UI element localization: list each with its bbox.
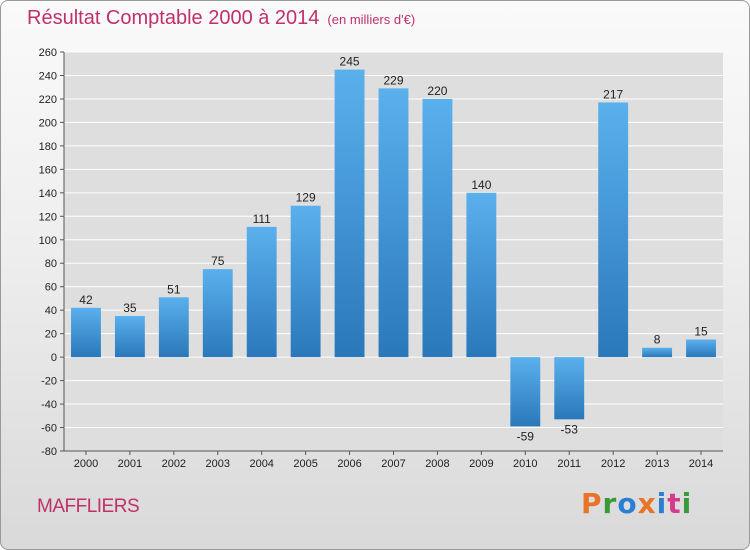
bar	[202, 269, 233, 358]
x-tick-label: 2013	[645, 458, 669, 470]
x-tick-label: 2005	[293, 458, 317, 470]
data-label: -53	[561, 422, 579, 436]
bar	[290, 205, 321, 358]
x-tick-label: 2002	[162, 458, 186, 470]
y-tick-label: 140	[39, 188, 57, 200]
y-tick-label: 160	[39, 164, 57, 176]
y-tick-label: 0	[51, 352, 57, 364]
data-label: 8	[654, 333, 661, 347]
y-tick-label: -40	[41, 399, 57, 411]
data-label: 15	[694, 325, 708, 339]
x-tick-label: 2011	[557, 458, 581, 470]
y-tick-label: 120	[39, 211, 57, 223]
commune-name: MAFFLIERS	[37, 496, 140, 517]
proxiti-logo: Proxiti	[581, 487, 692, 520]
title-text: Résultat Comptable 2000 à 2014	[27, 7, 320, 29]
x-tick-label: 2007	[381, 458, 405, 470]
data-label: 220	[427, 84, 447, 98]
y-tick-label: 260	[39, 47, 57, 59]
data-label: 217	[603, 87, 623, 101]
data-label: 75	[211, 254, 225, 268]
bar	[246, 226, 277, 358]
bar	[378, 88, 409, 358]
y-tick-label: 200	[39, 117, 57, 129]
x-tick-label: 2001	[118, 458, 142, 470]
bar	[510, 357, 541, 427]
y-tick-label: 20	[45, 329, 57, 341]
y-tick-label: -80	[41, 446, 57, 458]
bar	[158, 297, 189, 358]
logo-letter: o	[617, 487, 638, 520]
y-tick-label: 60	[45, 282, 57, 294]
data-label: 129	[296, 191, 316, 205]
x-tick-label: 2009	[469, 458, 493, 470]
logo-letter: i	[656, 487, 668, 520]
bar	[466, 192, 497, 358]
logo-letter: t	[667, 487, 682, 520]
bar	[686, 339, 716, 358]
data-label: 42	[79, 293, 93, 307]
y-tick-label: 240	[39, 70, 57, 82]
bar	[114, 316, 145, 358]
y-tick-label: 80	[45, 258, 57, 270]
x-tick-label: 2012	[601, 458, 625, 470]
y-tick-label: 220	[39, 94, 57, 106]
data-label: -59	[517, 429, 535, 443]
bar	[422, 98, 453, 358]
x-tick-label: 2008	[425, 458, 449, 470]
bar	[642, 347, 673, 358]
data-label: 51	[167, 282, 181, 296]
y-tick-label: 180	[39, 141, 57, 153]
y-tick-label: 100	[39, 235, 57, 247]
logo-letter: x	[637, 487, 657, 520]
x-tick-label: 2000	[74, 458, 98, 470]
y-tick-label: 40	[45, 305, 57, 317]
x-tick-label: 2010	[513, 458, 537, 470]
y-tick-label: -60	[41, 423, 57, 435]
data-label: 140	[471, 178, 491, 192]
bar	[334, 69, 365, 358]
x-tick-label: 2003	[206, 458, 230, 470]
data-label: 35	[123, 301, 137, 315]
bar	[554, 357, 585, 420]
bar	[71, 307, 101, 358]
data-label: 111	[253, 212, 272, 226]
x-tick-label: 2006	[337, 458, 361, 470]
logo-letter: i	[681, 487, 693, 520]
data-label: 229	[383, 73, 403, 87]
chart-title: Résultat Comptable 2000 à 2014 (en millie…	[27, 7, 415, 30]
x-tick-label: 2004	[249, 458, 273, 470]
logo-letter: P	[581, 487, 603, 520]
chart-subtitle: (en milliers d'€)	[327, 12, 416, 27]
x-tick-label: 2014	[689, 458, 713, 470]
data-label: 245	[340, 55, 360, 69]
logo-letter: r	[602, 487, 618, 520]
bar	[598, 102, 629, 358]
y-tick-label: -20	[41, 376, 57, 388]
